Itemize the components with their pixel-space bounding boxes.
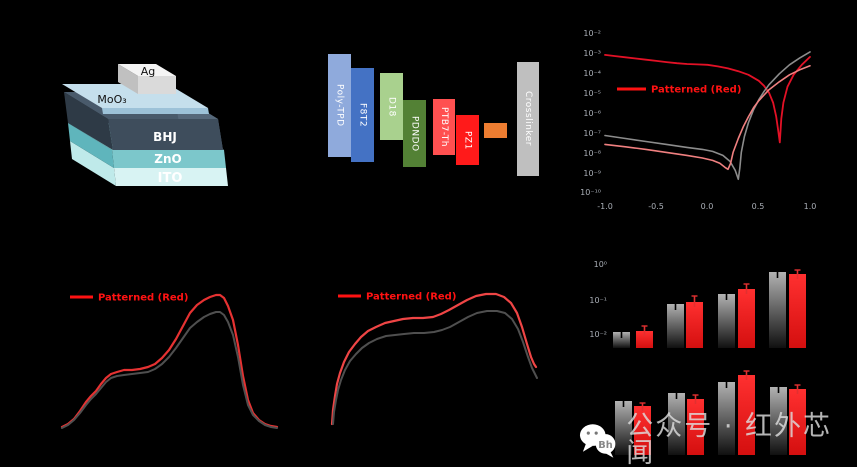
- gray-bar: [667, 304, 684, 348]
- series-patterned-red: [330, 292, 538, 426]
- wechat-watermark: Bh 公众号 · 红外芯闻: [578, 413, 857, 467]
- moo3-front-face: [102, 108, 209, 114]
- x-tick-label: 0.0: [701, 202, 714, 211]
- series-dark-control-gray: [604, 51, 811, 181]
- bhj-label: BHJ: [153, 130, 177, 144]
- watermark-text: 公众号 · 红外芯闻: [626, 411, 833, 467]
- y-tick-label: 10⁻¹⁰: [580, 188, 601, 197]
- zno-label: ZnO: [154, 152, 181, 166]
- energy-bar-label: PTB7-Th: [439, 107, 449, 147]
- y-tick-label: 10⁻¹: [589, 296, 607, 305]
- series-dark-patterned-salmon: [604, 65, 811, 171]
- performance-bar-chart-lower: [615, 370, 806, 455]
- device-structure-panel: Ag MoO₃ BHJ ZnO ITO: [62, 64, 228, 186]
- spectral-response-chart: Patterned (Red): [330, 292, 538, 426]
- x-tick-label: -0.5: [648, 202, 664, 211]
- energy-bar-label: F8T2: [357, 102, 368, 128]
- eqe-spectrum-chart: Patterned (Red): [60, 293, 279, 429]
- energy-bar-label: PDNDO: [409, 115, 420, 152]
- zno-front-face: [112, 150, 226, 168]
- y-tick-label: 10⁻²: [589, 330, 607, 339]
- performance-bar-chart-upper: 10⁰ 10⁻¹ 10⁻²: [589, 260, 806, 348]
- moo3-label: MoO₃: [97, 93, 126, 106]
- ag-top-face: [118, 64, 176, 76]
- energy-bar-pz1: PZ1: [456, 115, 479, 165]
- legend-label: Patterned (Red): [366, 292, 456, 303]
- gray-bar: [718, 294, 735, 348]
- energy-bar-crosslinker: Crosslinker: [517, 62, 539, 176]
- y-tick-label: 10⁻⁵: [583, 89, 601, 98]
- energy-bar-label: D18: [386, 96, 397, 117]
- dark-current-voltage-chart: 10⁻² 10⁻³ 10⁻⁴ 10⁻⁵ 10⁻⁶ 10⁻⁷ 10⁻⁸ 10⁻⁹ 10⁻¹⁰ -1.…: [580, 29, 817, 211]
- series-control-gray: [332, 310, 538, 425]
- gray-bar: [718, 382, 735, 455]
- energy-bar-ptb7-th: PTB7-Th: [433, 99, 455, 155]
- bhj-side-left-face: [64, 92, 113, 150]
- red-bar: [686, 302, 703, 348]
- energy-bar-poly-tpd: Poly-TPD: [328, 54, 351, 157]
- svg-text:Bh: Bh: [598, 440, 612, 451]
- red-bar: [789, 274, 806, 348]
- energy-bar-label: Crosslinker: [523, 91, 533, 147]
- gray-bar: [668, 393, 685, 455]
- energy-bar-label: PZ1: [462, 130, 473, 150]
- ito-label: ITO: [158, 171, 183, 186]
- red-bar: [636, 331, 653, 348]
- ag-label: Ag: [141, 65, 156, 78]
- red-bar: [738, 289, 755, 348]
- gray-bar: [613, 332, 630, 348]
- bhj-front-face: [108, 119, 223, 150]
- x-tick-label: -1.0: [597, 202, 613, 211]
- x-tick-label: 1.0: [804, 202, 817, 211]
- ag-front-face: [138, 76, 176, 94]
- x-tick-label: 0.5: [752, 202, 765, 211]
- legend-label: Patterned (Red): [651, 85, 741, 96]
- red-bar: [687, 399, 704, 455]
- energy-bar-pdndo: PDNDO: [403, 100, 426, 167]
- energy-bar-orange-block: [484, 123, 507, 138]
- zno-side-face: [68, 123, 114, 168]
- energy-bar-d18: D18: [380, 73, 403, 140]
- energy-bar-label: Poly-TPD: [334, 84, 345, 127]
- y-tick-label: 10⁻⁸: [583, 149, 601, 158]
- ag-side-face: [118, 64, 138, 94]
- y-tick-label: 10⁻³: [583, 49, 601, 58]
- ito-front-face: [114, 168, 228, 186]
- gray-bar: [770, 387, 787, 455]
- energy-bar-f8t2: F8T2: [351, 68, 374, 162]
- series-patterned-red: [60, 293, 279, 429]
- wechat-icon: Bh: [579, 424, 616, 458]
- y-tick-label: 10⁻⁴: [583, 69, 601, 78]
- red-bar: [634, 406, 651, 455]
- red-bar: [738, 375, 755, 455]
- y-tick-label: 10⁻⁷: [583, 129, 601, 138]
- series-control-gray: [61, 311, 278, 429]
- y-tick-label: 10⁻²: [583, 29, 601, 38]
- y-tick-label: 10⁰: [594, 260, 607, 269]
- legend-label: Patterned (Red): [98, 293, 188, 304]
- ito-side-face: [70, 141, 116, 186]
- gray-bar: [615, 401, 632, 455]
- gray-bar: [769, 272, 786, 348]
- series-illuminated-red: [604, 54, 811, 144]
- y-tick-label: 10⁻⁹: [583, 169, 601, 178]
- y-tick-label: 10⁻⁶: [583, 109, 601, 118]
- red-bar: [789, 389, 806, 455]
